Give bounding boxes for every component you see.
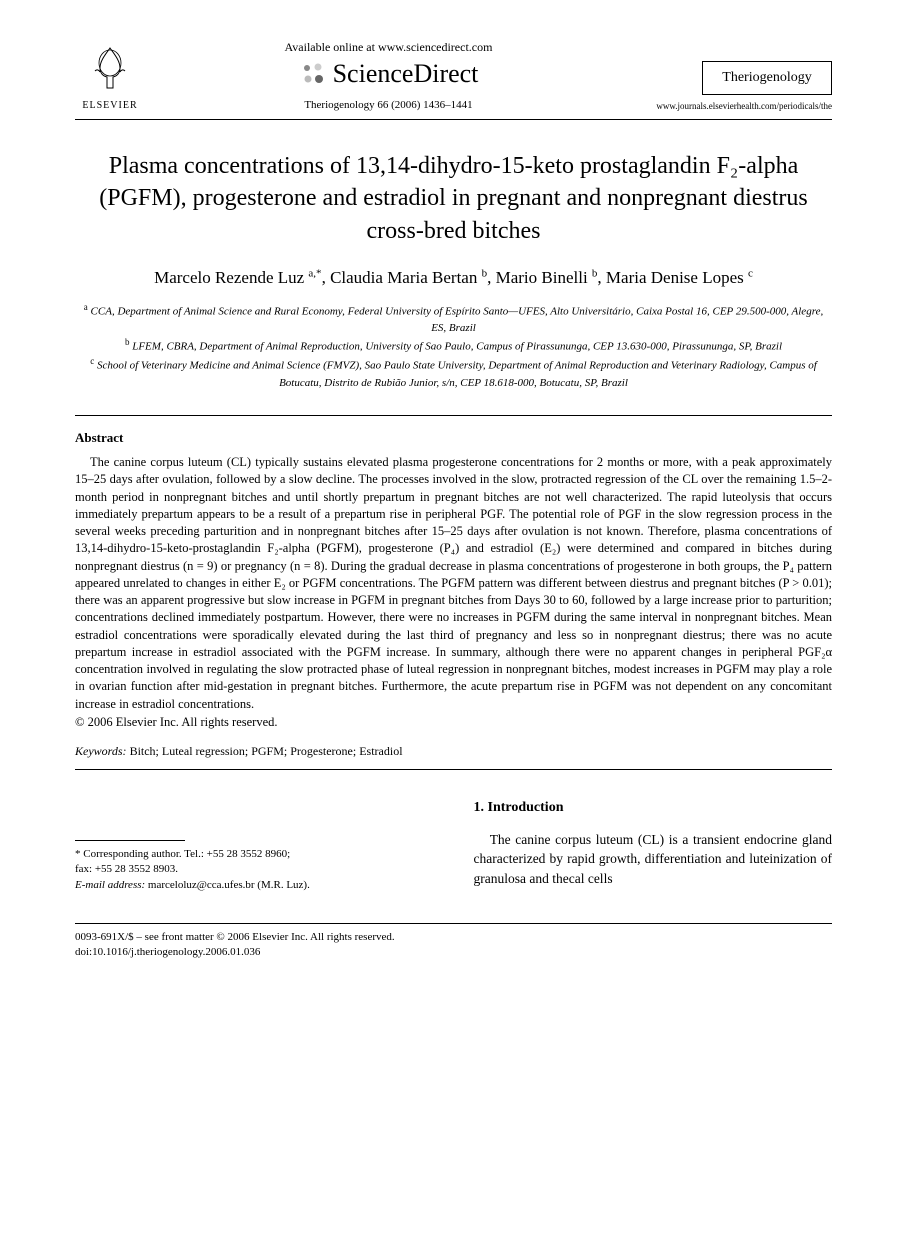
abstract-copyright: © 2006 Elsevier Inc. All rights reserved… (75, 715, 832, 730)
footnote-email: marceloluz@cca.ufes.br (M.R. Luz). (148, 879, 310, 891)
lower-columns: * Corresponding author. Tel.: +55 28 355… (75, 800, 832, 893)
affiliations: a CCA, Department of Animal Science and … (75, 301, 832, 391)
keywords-label: Keywords: (75, 744, 127, 758)
sciencedirect-icon (299, 60, 327, 88)
intro-heading: 1. Introduction (474, 800, 833, 816)
elsevier-logo: ELSEVIER (75, 43, 145, 111)
sciencedirect-text: ScienceDirect (333, 59, 479, 89)
header-row: ELSEVIER Available online at www.science… (75, 40, 832, 120)
footnote-fax: fax: +55 28 3552 8903. (75, 862, 434, 877)
keywords: Keywords: Bitch; Luteal regression; PGFM… (75, 744, 832, 759)
footnote-email-line: E-mail address: marceloluz@cca.ufes.br (… (75, 878, 434, 893)
rule-bottom (75, 769, 832, 770)
authors: Marcelo Rezende Luz a,*, Claudia Maria B… (75, 265, 832, 291)
citation-text: Theriogenology 66 (2006) 1436–1441 (145, 99, 632, 111)
footer-line1: 0093-691X/$ – see front matter © 2006 El… (75, 930, 832, 945)
abstract-heading: Abstract (75, 430, 832, 446)
intro-body: The canine corpus luteum (CL) is a trans… (474, 830, 833, 889)
article-title: Plasma concentrations of 13,14-dihydro-1… (95, 150, 812, 247)
available-online-text: Available online at www.sciencedirect.co… (145, 40, 632, 55)
elsevier-tree-icon (85, 43, 135, 93)
footnote-rule (75, 840, 185, 841)
left-column: * Corresponding author. Tel.: +55 28 355… (75, 800, 434, 893)
corresponding-footnote: * Corresponding author. Tel.: +55 28 355… (75, 847, 434, 893)
center-header: Available online at www.sciencedirect.co… (145, 40, 632, 111)
footer-line2: doi:10.1016/j.theriogenology.2006.01.036 (75, 945, 832, 960)
journal-name-box: Theriogenology (702, 61, 832, 95)
rule-top (75, 415, 832, 416)
footnote-corr: * Corresponding author. Tel.: +55 28 355… (75, 847, 434, 862)
footnote-email-label: E-mail address: (75, 879, 145, 891)
journal-url: www.journals.elsevierhealth.com/periodic… (632, 101, 832, 111)
right-header: Theriogenology www.journals.elsevierheal… (632, 61, 832, 111)
page: ELSEVIER Available online at www.science… (0, 0, 907, 991)
elsevier-text: ELSEVIER (75, 100, 145, 111)
sciencedirect-logo: ScienceDirect (145, 59, 632, 89)
abstract-body: The canine corpus luteum (CL) typically … (75, 454, 832, 713)
page-footer: 0093-691X/$ – see front matter © 2006 El… (75, 923, 832, 961)
keywords-text: Bitch; Luteal regression; PGFM; Progeste… (130, 744, 403, 758)
right-column: 1. Introduction The canine corpus luteum… (474, 800, 833, 893)
